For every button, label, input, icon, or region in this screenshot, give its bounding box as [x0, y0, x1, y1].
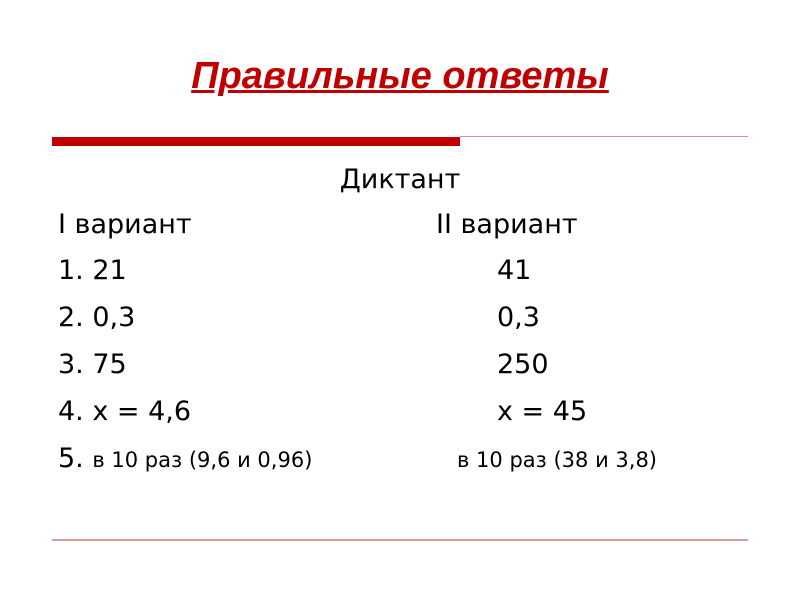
slide-title: Правильные ответы	[191, 55, 609, 97]
answer-row-4: 4. x = 4,6	[58, 396, 191, 428]
title-divider-line	[460, 136, 748, 137]
answer-left: в 10 раз (9,6 и 0,96)	[92, 448, 313, 472]
answer-right: 0,3	[497, 302, 540, 333]
title-accent-bar	[52, 137, 460, 146]
answer-right-5: в 10 раз (38 и 3,8)	[457, 443, 657, 476]
answer-left: 75	[92, 349, 127, 380]
row-number: 3.	[58, 349, 84, 380]
answer-left: 0,3	[92, 302, 136, 333]
answer-row-5: 5. в 10 раз (9,6 и 0,96)	[58, 443, 312, 476]
row-number: 4.	[58, 396, 84, 427]
answer-left: 21	[92, 255, 127, 286]
row-number: 1.	[58, 255, 84, 286]
answer-right: x = 45	[497, 396, 588, 427]
answer-row-3: 3. 75	[58, 349, 127, 381]
answer-right: в 10 раз (38 и 3,8)	[457, 448, 657, 472]
row-number: 5.	[58, 443, 84, 474]
answer-right: 250	[497, 349, 549, 380]
variant-1-header: I вариант	[58, 209, 192, 240]
variant-2-header: II вариант	[436, 209, 578, 240]
row-number: 2.	[58, 302, 84, 333]
answer-right: 41	[497, 255, 532, 286]
footer-divider-line	[52, 539, 748, 541]
answer-row-1: 1. 21	[58, 255, 127, 287]
answer-row-2: 2. 0,3	[58, 302, 135, 334]
answer-left: x = 4,6	[92, 396, 192, 427]
subtitle: Диктант	[339, 164, 461, 195]
